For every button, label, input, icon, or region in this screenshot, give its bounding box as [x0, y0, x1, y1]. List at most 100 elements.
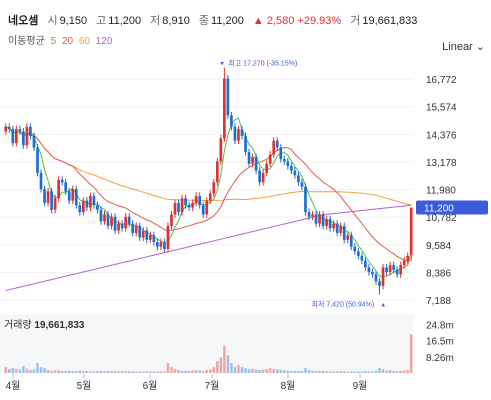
volume-bar [120, 371, 124, 373]
volume-bar [247, 369, 251, 373]
volume-bar [339, 371, 342, 373]
ma20-label: 20 [61, 36, 74, 47]
volume-bar [357, 371, 360, 373]
max-marker: ▾ [220, 61, 224, 68]
candle-body [103, 214, 106, 222]
candle-body [99, 209, 103, 222]
grid [0, 78, 413, 301]
volume-bar [134, 371, 138, 373]
candle-body [18, 129, 22, 132]
volume-bar [103, 371, 106, 373]
candle-body [406, 255, 410, 261]
volume-bar [71, 371, 74, 373]
volume-bar [353, 371, 357, 373]
candle-body [156, 242, 159, 247]
volume-bar [64, 370, 67, 373]
volume-bar [304, 368, 307, 373]
candle-body [124, 216, 127, 229]
candle-body [265, 163, 269, 173]
candle-body [304, 186, 307, 213]
volume-bar [96, 371, 99, 373]
volume-bar [152, 371, 156, 373]
x-tick-label: 9월 [353, 380, 368, 392]
volume-bar [99, 371, 103, 373]
current-price-label: 11,200 [424, 204, 454, 215]
volume-bar [311, 370, 314, 373]
candle-body [357, 251, 360, 256]
candle-body [177, 202, 180, 213]
candle-body [378, 281, 381, 286]
volume-bar [251, 368, 254, 373]
ma-legend-label: 이동평균 [8, 36, 45, 47]
candle-body [325, 219, 328, 226]
candle-body [364, 260, 367, 268]
volume-bar [201, 371, 205, 373]
volume-bar [346, 371, 350, 373]
ma60-label: 60 [78, 36, 90, 47]
candle-body [254, 156, 258, 171]
y-tick-label: 8,386 [426, 268, 451, 279]
max-annotation: 최고 17,270 (-35.15%) [228, 59, 297, 68]
candle-body [290, 166, 293, 171]
volume-bar [127, 371, 131, 373]
volume-bar [325, 371, 328, 373]
volume-bar [22, 366, 25, 373]
volume-bar [82, 370, 85, 373]
volume-bar [406, 370, 409, 373]
close-label: 종 [198, 15, 210, 27]
candle-body [43, 189, 46, 203]
volume-bar [272, 369, 275, 373]
volume-bar [286, 370, 290, 373]
y-tick-label: 14,376 [426, 130, 457, 141]
volume-bar [194, 370, 198, 373]
candle-body [297, 175, 300, 183]
candle-body [251, 156, 254, 164]
candle-body [60, 179, 64, 183]
chevron-down-icon: ⌄ [475, 41, 485, 53]
volume-bar [180, 370, 184, 373]
volume-bar [25, 368, 29, 373]
volume-tick-label: 24.8m [426, 320, 454, 331]
volume-bar [216, 361, 219, 373]
candle-body [113, 216, 117, 231]
candle-body [282, 159, 286, 162]
volume-bar [124, 371, 127, 373]
volume-value: 19,661,833 [362, 15, 418, 27]
y-tick-label: 13,178 [426, 158, 457, 169]
candle-body [198, 195, 202, 206]
volume-bar [89, 371, 92, 373]
candle-body [11, 129, 15, 143]
candle-body [321, 214, 325, 226]
volume-chart: 24.8m 16.5m 8.26m [0, 314, 454, 373]
scale-dropdown[interactable]: Linear ⌄ [442, 40, 485, 53]
volume-bar [50, 370, 53, 373]
volume-bar [75, 371, 78, 373]
volume-bar [53, 370, 57, 373]
volume-bar [85, 371, 89, 373]
min-marker: ▴ [382, 302, 386, 309]
volume-bar [367, 371, 371, 373]
volume-bar [399, 370, 402, 373]
volume-bar [78, 370, 82, 373]
current-price-tag [416, 200, 488, 215]
ma-legend[interactable]: 이동평균 5 20 60 120 [8, 32, 115, 47]
candle-body [53, 198, 57, 210]
volume-bar [402, 370, 406, 373]
volume-bar [32, 369, 36, 373]
candle-body [237, 129, 240, 141]
candle-body [399, 265, 402, 275]
open-value: 9,150 [59, 15, 88, 27]
candle-body [46, 191, 50, 203]
candle-body [286, 161, 290, 167]
volume-bar [166, 363, 170, 373]
volume-bar [360, 371, 364, 373]
candle-body [402, 260, 406, 266]
volume-title-value: 19,661,833 [34, 320, 85, 331]
candle-body [332, 223, 336, 229]
high-value: 11,200 [108, 15, 142, 27]
candle-body [74, 189, 78, 206]
y-tick-label: 11,980 [426, 186, 456, 197]
candle-body [131, 223, 135, 233]
volume-bar [29, 370, 32, 373]
